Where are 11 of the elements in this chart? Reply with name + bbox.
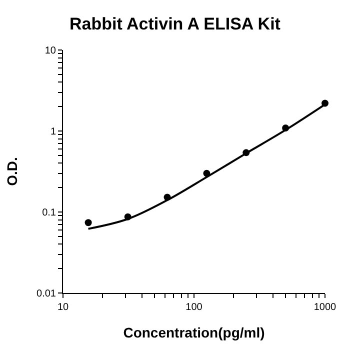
chart-title: Rabbit Activin A ELISA Kit xyxy=(70,14,281,34)
y-tick-label: 0.1 xyxy=(42,208,56,218)
x-axis-title: Concentration(pg/ml) xyxy=(123,324,265,340)
y-tick-label: 1 xyxy=(50,126,56,138)
x-tick-label: 100 xyxy=(186,302,203,313)
y-tick-label: 10 xyxy=(44,46,56,56)
x-tick-label: 1000 xyxy=(314,302,337,313)
point xyxy=(84,219,92,226)
y-tick-label: 0.01 xyxy=(36,288,56,300)
y-axis-title: O.D. xyxy=(4,157,20,186)
x-tick-label: 10 xyxy=(57,302,69,313)
